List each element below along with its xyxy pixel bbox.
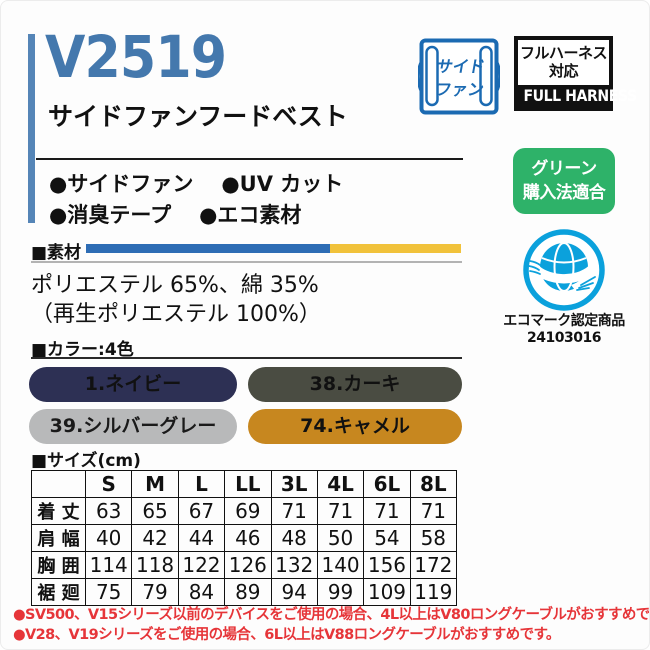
size-col-3l: 3L xyxy=(270,470,318,498)
cell: 58 xyxy=(409,524,458,552)
feature-side-fan: ●サイドファン xyxy=(49,172,194,196)
row-label-hem: 裾 廻 xyxy=(31,578,86,606)
row-label-length: 着 丈 xyxy=(31,497,86,525)
feature-eco-material: ●エコ素材 xyxy=(199,203,302,227)
material-composition-text: ポリエステル 65%、綿 35% xyxy=(31,273,319,298)
size-table: S M L LL 3L 4L 6L 8L 着 丈 63 65 67 69 71 … xyxy=(31,470,458,606)
feature-deodorant-tape: ●消臭テープ xyxy=(49,203,172,227)
product-name: サイドファンフードベスト xyxy=(48,102,348,131)
table-row-chest: 胸 囲 114 118 122 126 132 140 156 172 xyxy=(31,551,458,579)
cell: 172 xyxy=(409,551,458,579)
cell: 89 xyxy=(224,578,272,606)
size-col-blank xyxy=(31,470,86,498)
cell: 46 xyxy=(224,524,272,552)
row-label-shoulder: 肩 幅 xyxy=(31,524,86,552)
eco-mark-caption-line1: エコマーク認定商品 xyxy=(503,313,625,329)
color-heading: ■カラー:4色 xyxy=(31,340,134,360)
feature-row-1: ●サイドファン ●UV カット xyxy=(49,168,343,198)
size-heading: ■サイズ(cm) xyxy=(31,451,141,471)
cell: 140 xyxy=(316,551,365,579)
side-fan-badge-line2: ファン xyxy=(434,80,485,99)
cell: 65 xyxy=(131,497,179,525)
full-harness-jp-line2: 対応 xyxy=(548,62,579,80)
title-accent-bar xyxy=(28,34,35,223)
cell: 75 xyxy=(84,578,133,606)
eco-mark-caption: エコマーク認定商品 24103016 xyxy=(495,313,633,347)
cell: 79 xyxy=(131,578,179,606)
eco-mark-caption-number: 24103016 xyxy=(527,330,601,346)
size-table-header-row: S M L LL 3L 4L 6L 8L xyxy=(31,470,458,498)
cell: 126 xyxy=(224,551,272,579)
header-divider xyxy=(36,158,463,160)
cell: 84 xyxy=(177,578,226,606)
cell: 71 xyxy=(409,497,458,525)
feature-uv-cut: ●UV カット xyxy=(221,172,344,196)
cell: 40 xyxy=(84,524,133,552)
cell: 119 xyxy=(409,578,458,606)
cable-note-2: ●V28、V19シリーズをご使用の場合、6L以上はV88ロングケーブルがおすすめ… xyxy=(13,627,560,643)
color-swatch-camel: 74.キャメル xyxy=(248,409,462,444)
size-col-8l: 8L xyxy=(409,470,458,498)
cell: 54 xyxy=(363,524,411,552)
cell: 63 xyxy=(84,497,133,525)
cell: 48 xyxy=(270,524,318,552)
size-col-4l: 4L xyxy=(316,470,365,498)
cell: 71 xyxy=(363,497,411,525)
cell: 122 xyxy=(177,551,226,579)
cell: 156 xyxy=(363,551,411,579)
color-swatch-silver-gray: 39.シルバーグレー xyxy=(29,409,237,444)
cell: 42 xyxy=(131,524,179,552)
eco-mark-icon xyxy=(523,229,605,311)
green-law-line2: 購入法適合 xyxy=(522,183,606,203)
cell: 114 xyxy=(84,551,133,579)
cell: 132 xyxy=(270,551,318,579)
table-row-length: 着 丈 63 65 67 69 71 71 71 71 xyxy=(31,497,458,525)
cell: 71 xyxy=(316,497,365,525)
cell: 69 xyxy=(224,497,272,525)
side-fan-badge: サイド ファン xyxy=(416,37,502,120)
material-bar-cotton-segment xyxy=(329,244,461,253)
green-law-line1: グリーン xyxy=(531,159,597,179)
color-divider xyxy=(31,357,462,359)
cell: 71 xyxy=(270,497,318,525)
material-bar-polyester-segment xyxy=(86,244,330,253)
product-code: V2519 xyxy=(45,23,227,91)
material-heading: ■素材 xyxy=(31,243,82,263)
full-harness-en-text: FULL HARNESS xyxy=(523,86,637,105)
cell: 109 xyxy=(363,578,411,606)
cell: 67 xyxy=(177,497,226,525)
material-composition-bar xyxy=(86,244,461,253)
size-col-m: M xyxy=(131,470,179,498)
cable-note-1: ●SV500、V15シリーズ以前のデバイスをご使用の場合、4L以上はV80ロング… xyxy=(13,607,650,623)
full-harness-jp-text: フルハーネス 対応 xyxy=(518,40,609,85)
size-col-6l: 6L xyxy=(363,470,411,498)
side-fan-badge-line1: サイド xyxy=(435,57,486,76)
green-purchasing-law-badge: グリーン 購入法適合 xyxy=(513,148,615,214)
side-fan-icon: サイド ファン xyxy=(416,38,502,115)
table-row-hem: 裾 廻 75 79 84 89 94 99 109 119 xyxy=(31,578,458,606)
cell: 50 xyxy=(316,524,365,552)
row-label-chest: 胸 囲 xyxy=(31,551,86,579)
full-harness-badge: フルハーネス 対応 FULL HARNESS xyxy=(514,36,637,111)
color-swatch-khaki: 38.カーキ xyxy=(248,367,462,402)
cell: 118 xyxy=(131,551,179,579)
full-harness-jp-line1: フルハーネス xyxy=(519,44,608,62)
size-col-l: L xyxy=(177,470,226,498)
material-divider xyxy=(31,261,462,263)
cell: 94 xyxy=(270,578,318,606)
size-col-ll: LL xyxy=(224,470,272,498)
size-col-s: S xyxy=(84,470,133,498)
material-recycled-text: （再生ポリエステル 100%） xyxy=(31,302,321,327)
feature-row-2: ●消臭テープ ●エコ素材 xyxy=(49,199,301,229)
cell: 44 xyxy=(177,524,226,552)
eco-mark-logo xyxy=(519,227,609,319)
color-swatch-navy: 1.ネイビー xyxy=(29,367,237,402)
table-row-shoulder: 肩 幅 40 42 44 46 48 50 54 58 xyxy=(31,524,458,552)
cell: 99 xyxy=(316,578,365,606)
